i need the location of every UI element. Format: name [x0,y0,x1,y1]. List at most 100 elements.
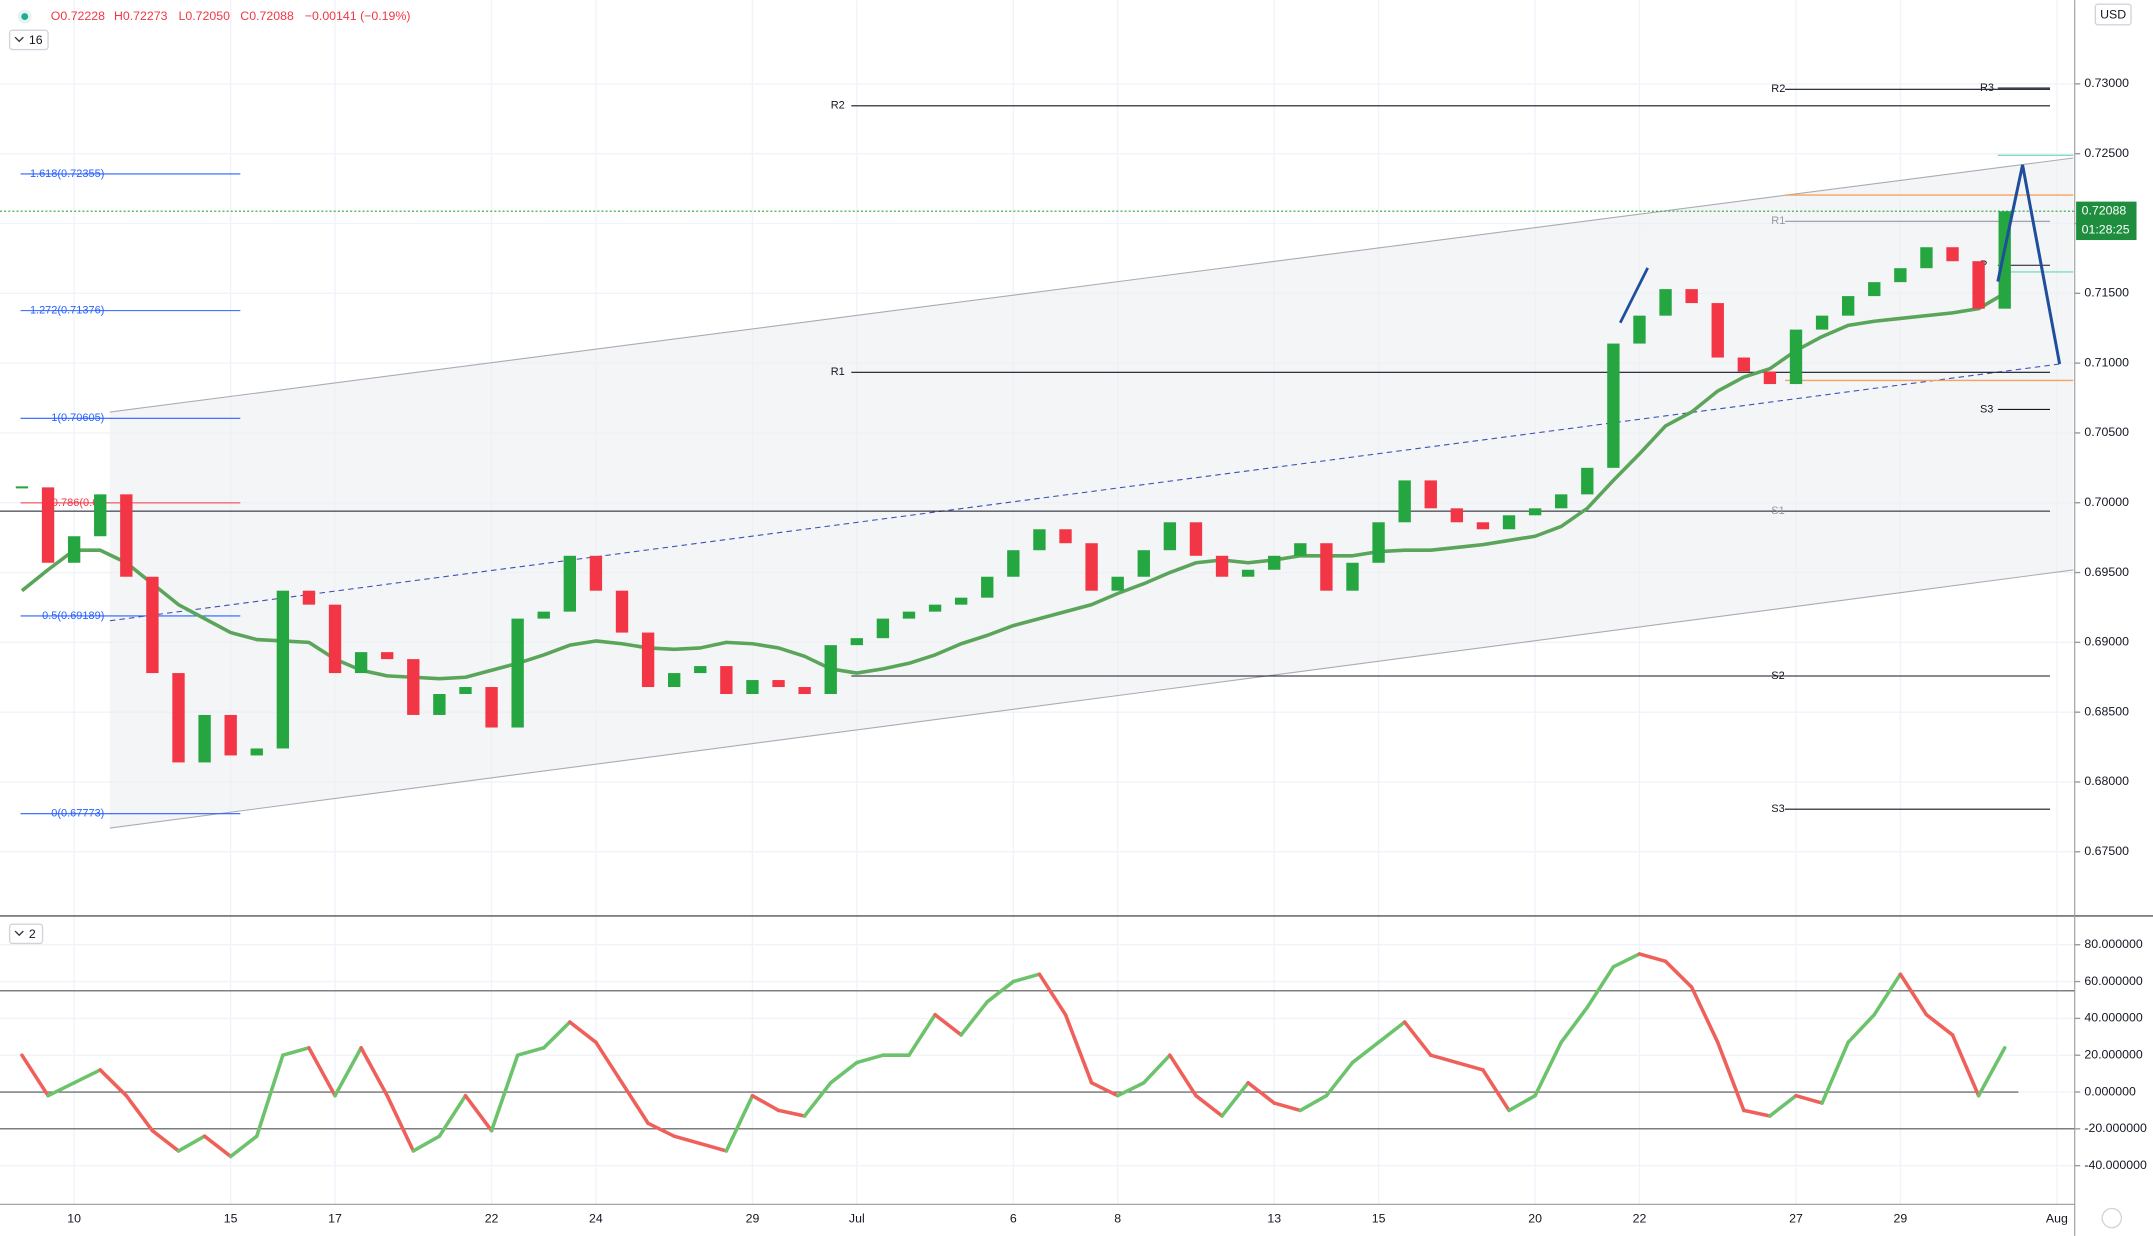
y-tick-label: -40.000000 [2084,1158,2147,1172]
candle [1241,569,1255,577]
candle [928,604,942,612]
candle [1424,480,1437,509]
last-price-tag [2076,201,2137,241]
candle [1633,315,1646,344]
candle [1659,289,1672,316]
ohlc-open: O0.72228 [51,9,105,23]
oscillator-segment [1220,1081,1250,1118]
candle [1894,268,1907,283]
oscillator-segment [46,1081,76,1098]
candle [94,494,107,537]
candle [537,611,550,619]
y-tick-label: 0.71500 [2084,286,2129,300]
plot: 1.618(0.72355) 1.272(0.71376) 1(0.70605) 0.… [0,82,2075,1159]
oscillator-segment [828,1060,859,1085]
y-tick-label: 20.000000 [2084,1047,2142,1061]
ohlc-close: C0.72088 [240,9,294,23]
candle [1789,329,1803,385]
fib-label: 0.786(0.69 [52,497,104,509]
candle [1450,508,1464,523]
oscillator-segment [646,1121,676,1138]
oscillator-segment [307,1046,337,1098]
oscillator-segment [281,1046,311,1057]
oscillator-segment [1637,952,1668,964]
candle [1085,543,1098,591]
indicator-toggle[interactable] [8,923,44,945]
oscillator-segment [1402,1020,1433,1057]
x-tick-label: 22 [485,1212,499,1226]
candle [485,687,498,728]
y-tick-label: 80.000000 [2084,937,2142,951]
oscillator-segment [1037,972,1068,1017]
chevron [14,930,24,937]
candle [1215,555,1229,577]
y-tick-label: 0.67500 [2084,844,2129,858]
x-tick-label: 27 [1789,1212,1803,1226]
channel-lower [109,569,2074,829]
oscillator-segment [750,1093,781,1113]
channel-mid [109,363,2060,622]
pivot-label: R2 [831,100,845,112]
candle [1398,480,1411,523]
oscillator-segment [1428,1053,1459,1065]
candle [1528,508,1542,516]
currency-button[interactable] [2094,3,2132,26]
y-tick-label: 0.70500 [2084,425,2129,439]
candle [1946,247,1959,262]
candle [1268,555,1281,570]
oscillator-segment [1481,1068,1511,1113]
candle [720,666,733,695]
indicator-toggle[interactable] [8,29,49,51]
oscillator-segment [724,1093,755,1153]
candle [1111,576,1124,591]
status-dot-inner [21,13,29,21]
candle [1607,343,1620,468]
candle [1737,357,1750,372]
x-tick-label: 8 [1114,1212,1121,1226]
y-tick-label: 40.000000 [2084,1011,2142,1025]
last-price-label: 0.72088 [2082,203,2127,217]
candle [1189,522,1203,556]
pivot-label: S2 [1771,670,1784,682]
chevron [14,36,24,43]
oscillator-segment [1950,1033,1981,1098]
oscillator-segment [1611,952,1642,969]
oscillator-segment [463,1093,494,1133]
oscillator-segment [1715,1040,1746,1113]
oscillator-segment [855,1053,885,1065]
fib-label: 1.272(0.71376) [30,305,104,317]
candle [589,555,603,591]
channel-upper [109,157,2074,413]
oscillator-segment [594,1040,624,1085]
candle [1320,543,1333,591]
oscillator-segment [1194,1093,1224,1118]
oscillator-segment [1324,1060,1355,1098]
candle [772,680,785,688]
pivot-label: S3 [1771,803,1784,815]
y-tick-label: 0.69500 [2084,565,2129,579]
oscillator-segment [1924,1012,1955,1037]
pivot-label: R2 [1771,83,1785,95]
oscillator-segment [1663,959,1694,989]
oscillator-segment [1011,972,1042,984]
oscillator-segment [1350,1040,1381,1065]
candle [668,673,681,688]
oscillator-segment [1768,1093,1798,1118]
candle [433,694,446,715]
pivot-label: R1 [1771,215,1785,227]
oscillator-segment [150,1128,181,1153]
oscillator-segment [98,1068,129,1098]
oscillator-segment [333,1046,363,1098]
oscillator-segment [541,1020,572,1050]
candle [746,680,759,695]
oscillator-segment [1742,1108,1772,1118]
y-tick-label: 0.68500 [2084,704,2129,718]
candle [172,673,185,763]
y-tick-label: 60.000000 [2084,974,2142,988]
oscillator-segment [1976,1046,2007,1098]
oscillator-segment [1872,972,1903,1017]
pivot-label: S1 [1771,505,1784,517]
auto-scale-button[interactable] [2101,1207,2123,1229]
oscillator-segment [907,1012,937,1057]
x-tick-label: 29 [1893,1212,1907,1226]
